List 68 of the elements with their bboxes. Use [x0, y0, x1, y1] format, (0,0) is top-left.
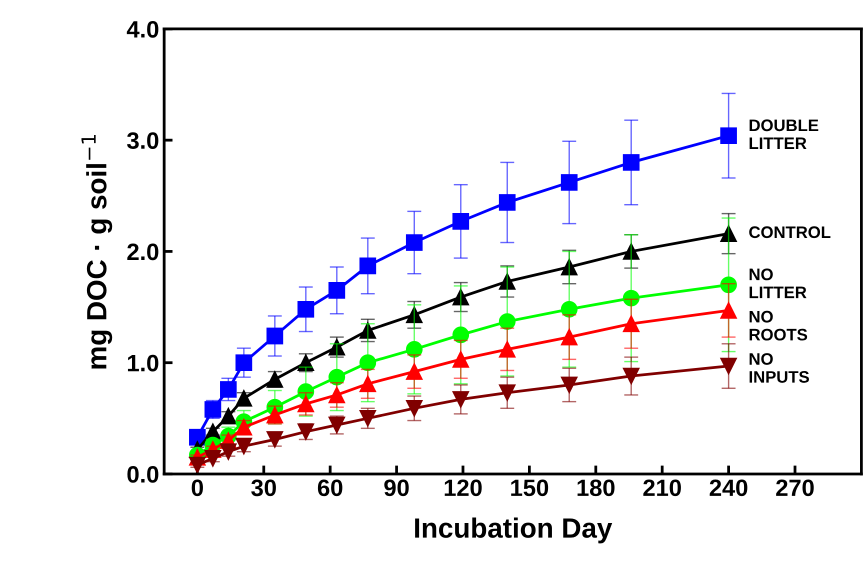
series-label: CONTROL [749, 226, 830, 238]
y-axis-title: mg DOC · g soil$^{−1}$ [81, 134, 112, 369]
point [498, 313, 516, 330]
point [359, 354, 376, 372]
y-tick-label: 1.0 [128, 354, 158, 372]
point [328, 368, 346, 386]
x-tick-label: 210 [643, 479, 681, 496]
point [560, 258, 578, 276]
point [720, 127, 737, 144]
point [236, 418, 252, 436]
point [266, 328, 284, 344]
point [359, 258, 376, 274]
y-tick-label: 4.0 [126, 20, 158, 38]
point [406, 234, 423, 251]
point [720, 225, 737, 242]
x-tick-label: 240 [710, 479, 748, 496]
point [720, 276, 737, 294]
point [498, 194, 516, 211]
point [328, 282, 346, 299]
y-tick-label: 2.0 [127, 244, 158, 260]
point [720, 358, 737, 374]
series-label: NO LITTER [750, 268, 807, 298]
point [622, 315, 640, 332]
point [560, 328, 578, 346]
x-tick-label: 270 [776, 479, 814, 496]
x-tick-label: 150 [511, 479, 548, 496]
point [452, 351, 470, 368]
point [622, 243, 640, 260]
x-tick-label: 60 [318, 479, 342, 496]
x-tick-label: 180 [578, 479, 615, 496]
x-tick-label: 30 [251, 479, 276, 496]
point [452, 288, 470, 306]
point [328, 386, 346, 404]
x-tick-label: 0 [192, 479, 203, 496]
point [220, 381, 237, 398]
point [452, 391, 470, 408]
point [622, 290, 640, 306]
y-tick-label: 3.0 [127, 132, 158, 149]
series-label: DOUBLE LITTER [750, 119, 818, 149]
point [297, 396, 314, 412]
point [266, 431, 284, 448]
x-tick-label: 90 [384, 479, 409, 496]
point [359, 322, 376, 339]
point [560, 300, 578, 318]
point [297, 300, 314, 318]
point [452, 326, 470, 344]
point [236, 354, 252, 372]
point [720, 302, 737, 319]
x-tick-label: 120 [444, 479, 482, 496]
series-label: NO ROOTS [750, 310, 808, 341]
point [622, 368, 640, 384]
point [560, 376, 578, 394]
point [498, 341, 516, 358]
point [297, 383, 314, 400]
point [406, 400, 423, 417]
point [622, 154, 640, 171]
point [359, 376, 376, 392]
point [560, 174, 578, 191]
point [498, 384, 516, 402]
y-tick-label: 0.0 [127, 466, 158, 483]
point [498, 273, 516, 290]
point [406, 341, 423, 358]
point [406, 306, 423, 324]
x-axis-title: Incubation Day [415, 518, 612, 544]
point [406, 363, 423, 380]
point [220, 408, 237, 424]
series-label: NO INPUTS [750, 353, 809, 383]
point [452, 213, 470, 230]
